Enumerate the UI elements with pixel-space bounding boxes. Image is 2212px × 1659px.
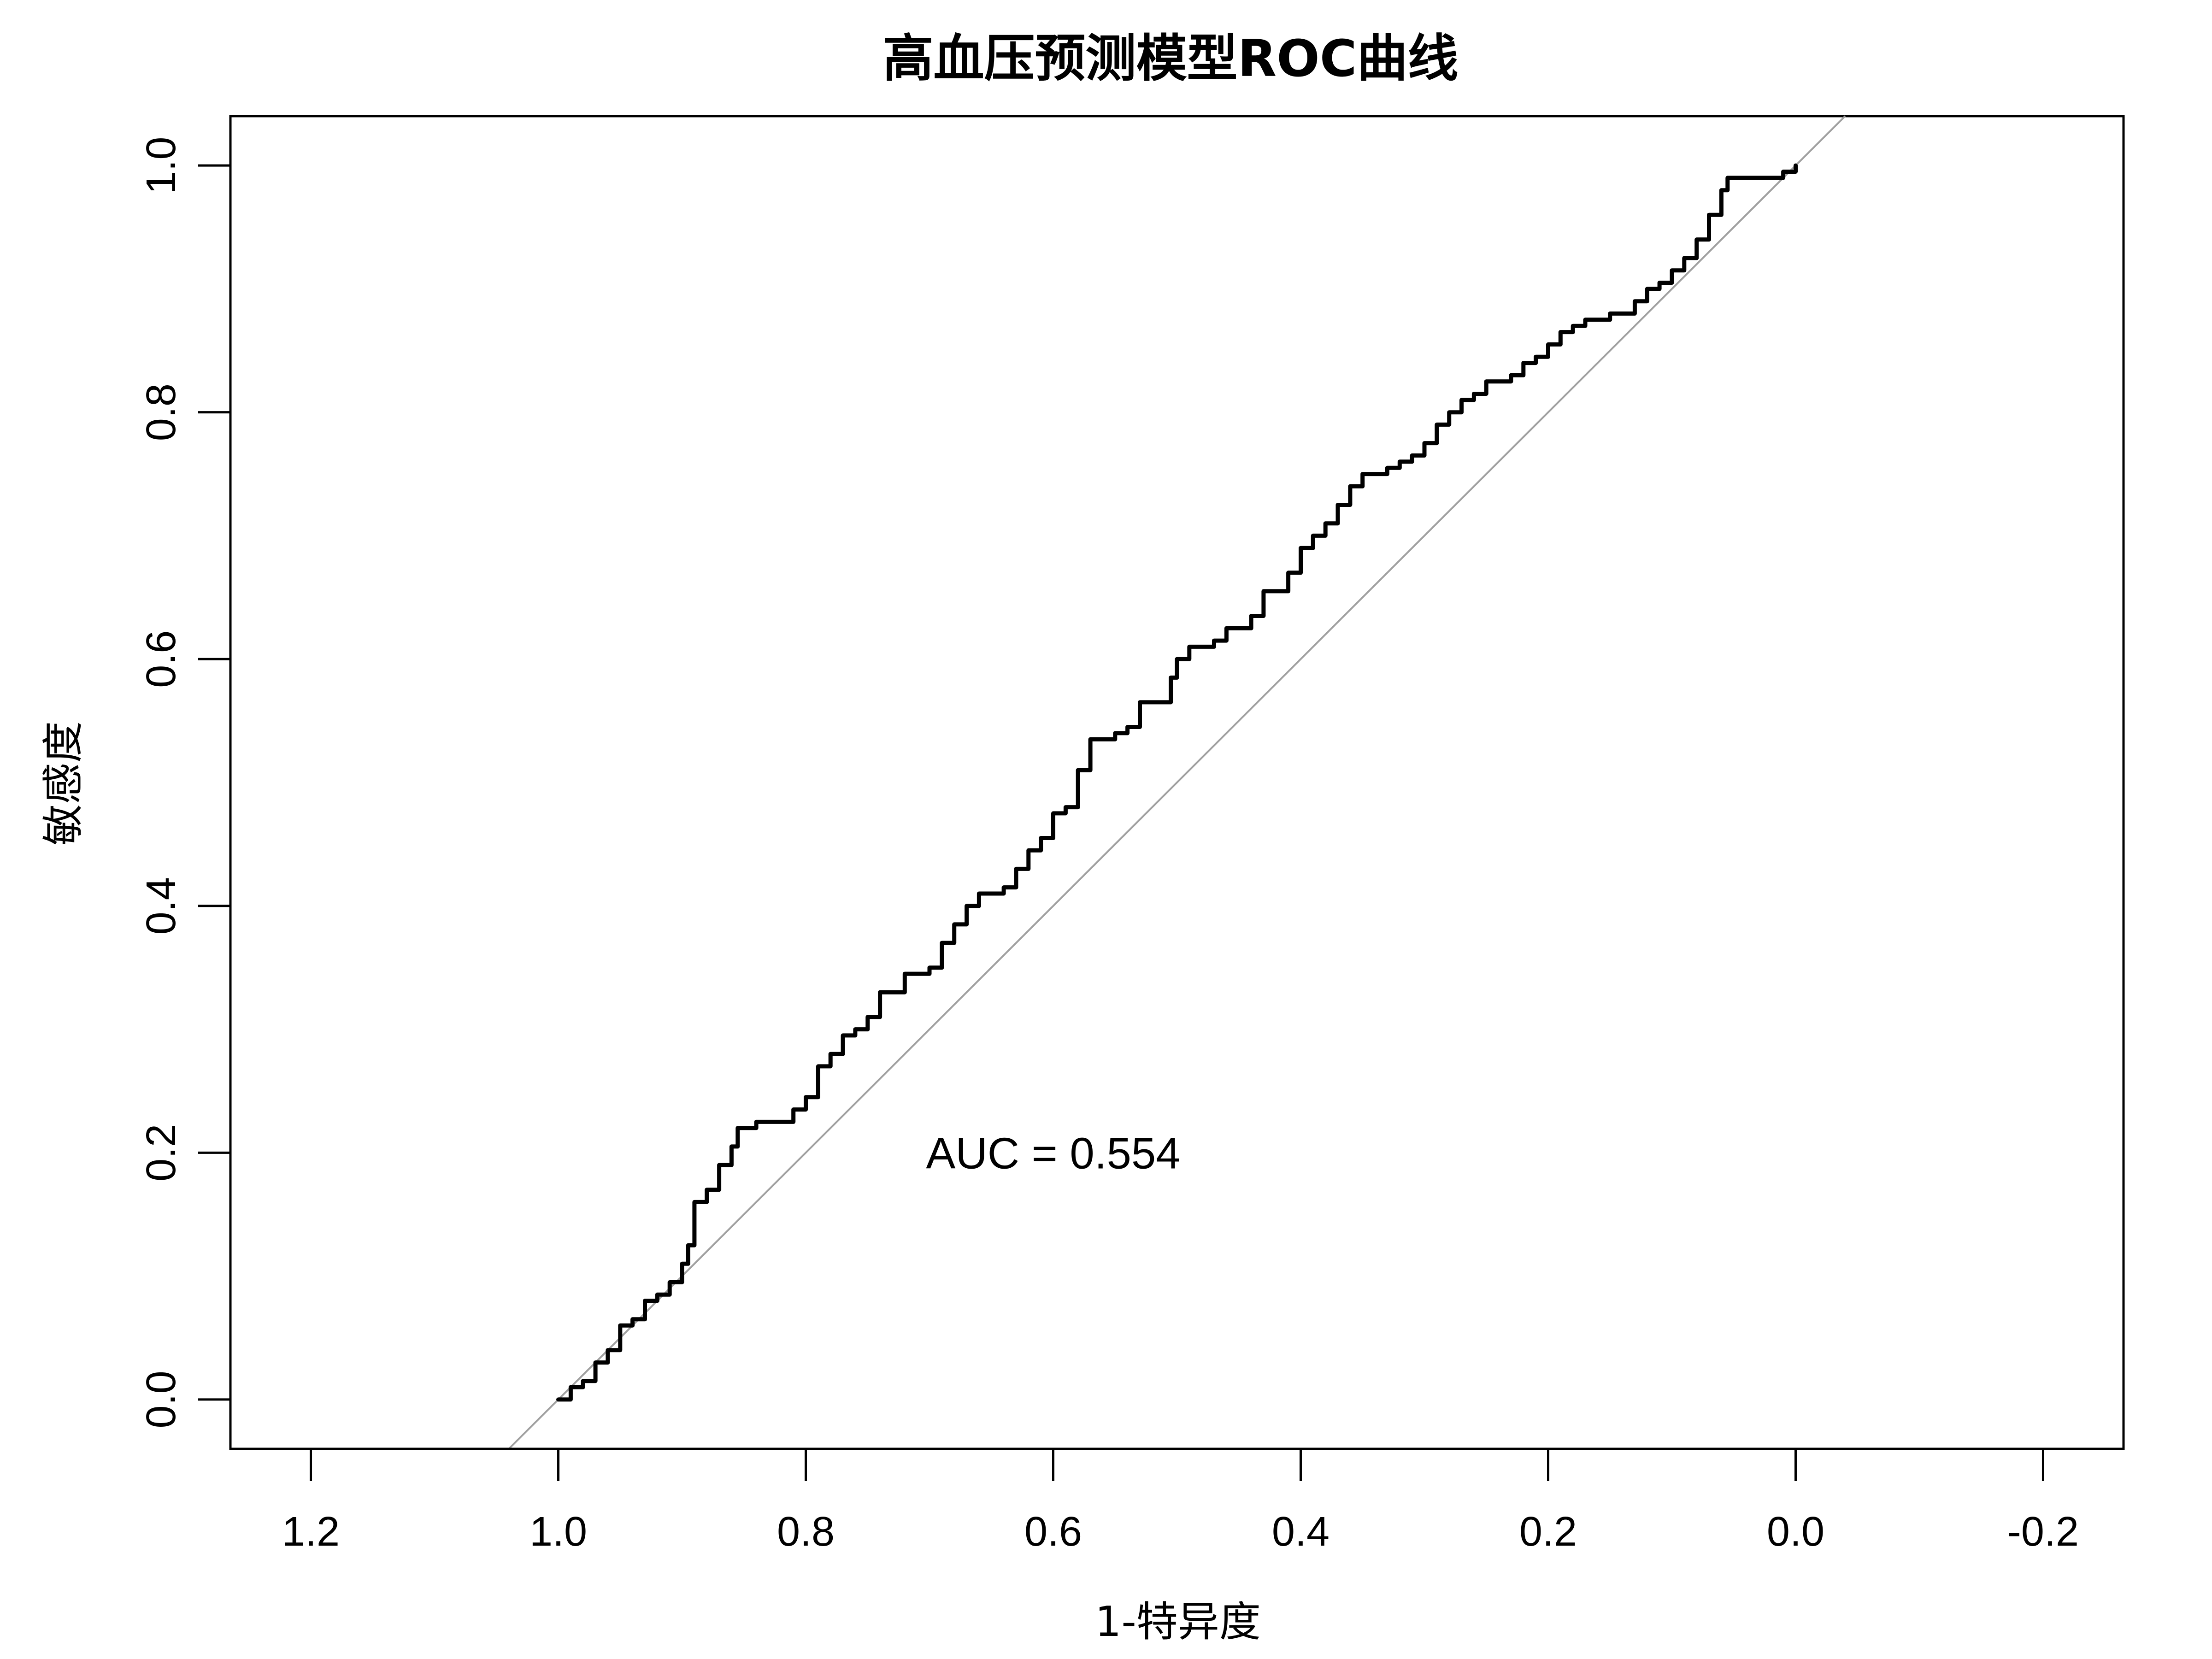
x-tick-label: 0.2 bbox=[1519, 1509, 1577, 1555]
y-axis-label: 敏感度 bbox=[39, 721, 88, 846]
y-tick-label: 0.0 bbox=[138, 1371, 184, 1428]
x-axis-label: 1-特异度 bbox=[1095, 1598, 1261, 1646]
y-tick-label: 0.4 bbox=[138, 877, 184, 935]
auc-annotation: AUC = 0.554 bbox=[926, 1129, 1180, 1178]
roc-curve-line bbox=[556, 163, 1798, 1402]
y-tick-label: 0.2 bbox=[138, 1124, 184, 1182]
x-tick-label: -0.2 bbox=[2007, 1509, 2079, 1555]
x-axis: 1.2 1.0 0.8 0.6 0.4 0.2 0.0 -0.2 bbox=[282, 1447, 2079, 1555]
y-tick-label: 0.6 bbox=[138, 630, 184, 688]
x-tick-label: 0.4 bbox=[1272, 1509, 1330, 1555]
x-tick-label: 1.2 bbox=[282, 1509, 340, 1555]
reference-line-layer bbox=[508, 115, 1846, 1450]
x-tick-label: 0.0 bbox=[1767, 1509, 1824, 1555]
y-tick-label: 1.0 bbox=[138, 137, 184, 194]
y-axis: 0.0 0.2 0.4 0.6 0.8 1.0 bbox=[138, 137, 232, 1428]
x-tick-label: 0.6 bbox=[1024, 1509, 1082, 1555]
y-tick-label: 0.8 bbox=[138, 383, 184, 441]
series-layer bbox=[556, 163, 1798, 1402]
reference-diagonal-line bbox=[508, 115, 1846, 1450]
chart-title: 高血压预测模型ROC曲线 bbox=[883, 29, 1459, 88]
x-tick-label: 1.0 bbox=[529, 1509, 587, 1555]
x-tick-label: 0.8 bbox=[777, 1509, 835, 1555]
